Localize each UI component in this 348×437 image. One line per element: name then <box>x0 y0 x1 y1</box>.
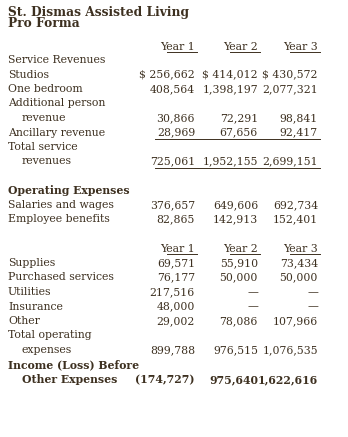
Text: 975,640: 975,640 <box>209 374 258 385</box>
Text: 28,969: 28,969 <box>157 128 195 138</box>
Text: 725,061: 725,061 <box>150 156 195 166</box>
Text: (174,727): (174,727) <box>135 374 195 385</box>
Text: Total operating: Total operating <box>8 330 92 340</box>
Text: $ 430,572: $ 430,572 <box>262 69 318 80</box>
Text: —: — <box>307 302 318 312</box>
Text: 649,606: 649,606 <box>213 200 258 210</box>
Text: Year 3: Year 3 <box>283 42 318 52</box>
Text: Year 3: Year 3 <box>283 243 318 253</box>
Text: 376,657: 376,657 <box>150 200 195 210</box>
Text: 2,077,321: 2,077,321 <box>262 84 318 94</box>
Text: Income (Loss) Before: Income (Loss) Before <box>8 360 139 371</box>
Text: revenue: revenue <box>22 113 66 123</box>
Text: —: — <box>247 287 258 297</box>
Text: Other Expenses: Other Expenses <box>22 374 117 385</box>
Text: 55,910: 55,910 <box>220 258 258 268</box>
Text: 98,841: 98,841 <box>280 113 318 123</box>
Text: 69,571: 69,571 <box>157 258 195 268</box>
Text: 692,734: 692,734 <box>273 200 318 210</box>
Text: 1,952,155: 1,952,155 <box>203 156 258 166</box>
Text: 1,398,197: 1,398,197 <box>203 84 258 94</box>
Text: Year 2: Year 2 <box>223 42 258 52</box>
Text: Pro Forma: Pro Forma <box>8 17 80 30</box>
Text: 408,564: 408,564 <box>150 84 195 94</box>
Text: 217,516: 217,516 <box>150 287 195 297</box>
Text: 82,865: 82,865 <box>157 215 195 225</box>
Text: 50,000: 50,000 <box>280 273 318 282</box>
Text: 67,656: 67,656 <box>220 128 258 138</box>
Text: Service Revenues: Service Revenues <box>8 55 105 65</box>
Text: Total service: Total service <box>8 142 78 152</box>
Text: One bedroom: One bedroom <box>8 84 82 94</box>
Text: Utilities: Utilities <box>8 287 52 297</box>
Text: Salaries and wages: Salaries and wages <box>8 200 114 210</box>
Text: 107,966: 107,966 <box>273 316 318 326</box>
Text: Other: Other <box>8 316 40 326</box>
Text: $ 256,662: $ 256,662 <box>139 69 195 80</box>
Text: Insurance: Insurance <box>8 302 63 312</box>
Text: Year 1: Year 1 <box>160 42 195 52</box>
Text: —: — <box>247 302 258 312</box>
Text: 48,000: 48,000 <box>157 302 195 312</box>
Text: St. Dismas Assisted Living: St. Dismas Assisted Living <box>8 6 189 19</box>
Text: 30,866: 30,866 <box>157 113 195 123</box>
Text: 72,291: 72,291 <box>220 113 258 123</box>
Text: Year 1: Year 1 <box>160 243 195 253</box>
Text: 2,699,151: 2,699,151 <box>262 156 318 166</box>
Text: Ancillary revenue: Ancillary revenue <box>8 128 105 138</box>
Text: Employee benefits: Employee benefits <box>8 215 110 225</box>
Text: 152,401: 152,401 <box>273 215 318 225</box>
Text: 50,000: 50,000 <box>220 273 258 282</box>
Text: 73,434: 73,434 <box>280 258 318 268</box>
Text: 29,002: 29,002 <box>157 316 195 326</box>
Text: 78,086: 78,086 <box>220 316 258 326</box>
Text: expenses: expenses <box>22 345 72 355</box>
Text: 1,622,616: 1,622,616 <box>258 374 318 385</box>
Text: 976,515: 976,515 <box>213 345 258 355</box>
Text: revenues: revenues <box>22 156 72 166</box>
Text: Year 2: Year 2 <box>223 243 258 253</box>
Text: 76,177: 76,177 <box>157 273 195 282</box>
Text: Additional person: Additional person <box>8 98 105 108</box>
Text: 1,076,535: 1,076,535 <box>262 345 318 355</box>
Text: 92,417: 92,417 <box>280 128 318 138</box>
Text: Purchased services: Purchased services <box>8 273 114 282</box>
Text: Studios: Studios <box>8 69 49 80</box>
Text: $ 414,012: $ 414,012 <box>203 69 258 80</box>
Text: 142,913: 142,913 <box>213 215 258 225</box>
Text: Operating Expenses: Operating Expenses <box>8 185 129 197</box>
Text: Supplies: Supplies <box>8 258 55 268</box>
Text: —: — <box>307 287 318 297</box>
Text: 899,788: 899,788 <box>150 345 195 355</box>
